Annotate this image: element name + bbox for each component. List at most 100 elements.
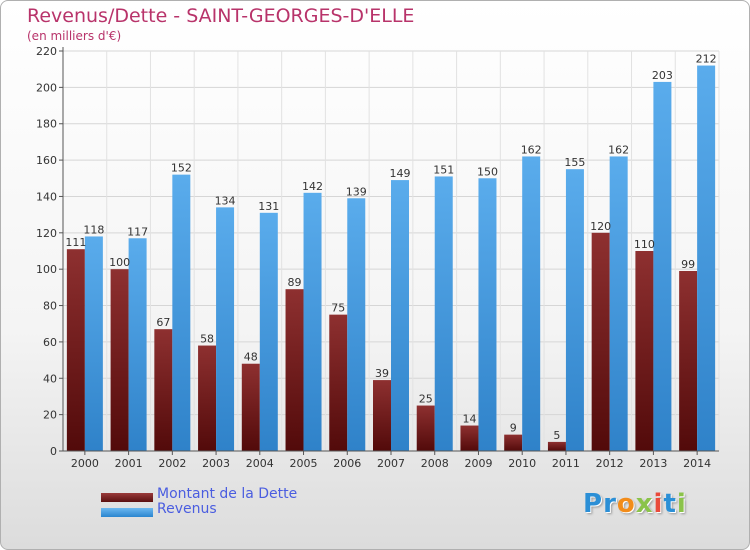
bar-revenus (84, 236, 103, 451)
bars (66, 65, 716, 452)
bar-dette (154, 329, 173, 451)
data-label-revenus: 117 (127, 225, 148, 238)
logo-letter: i (653, 489, 664, 519)
data-label-dette: 9 (510, 422, 517, 435)
x-tick-label: 2005 (290, 457, 318, 470)
data-label-dette: 120 (590, 220, 611, 233)
x-tick-label: 2009 (464, 457, 492, 470)
x-tick-label: 2008 (421, 457, 449, 470)
chart-title: Revenus/Dette - SAINT-GEORGES-D'ELLE (27, 5, 415, 27)
bar-dette (66, 249, 85, 451)
x-tick-label: 2012 (596, 457, 624, 470)
data-label-revenus: 150 (477, 165, 498, 178)
x-tick-label: 2002 (158, 457, 186, 470)
y-tick-label: 0 (50, 445, 57, 458)
bar-dette (635, 251, 654, 451)
bar-revenus (565, 169, 584, 451)
data-label-dette: 58 (200, 333, 214, 346)
axes: 0 20 40 60 80 100 120 140 160 180 200 220 2000 2001 20… (36, 45, 719, 470)
bar-dette (460, 425, 479, 451)
bar-dette (547, 441, 566, 451)
proxiti-logo: Proxiti (583, 489, 687, 519)
bar-revenus (653, 81, 672, 451)
data-label-revenus: 142 (302, 180, 323, 193)
bar-dette (373, 380, 391, 451)
logo-letter: x (635, 489, 654, 519)
bar-revenus (128, 238, 147, 451)
data-label-revenus: 162 (608, 143, 629, 156)
bar-revenus (259, 212, 278, 451)
x-tick-label: 2007 (377, 457, 405, 470)
x-tick-label: 2013 (639, 457, 667, 470)
data-label-dette: 5 (553, 429, 560, 442)
data-label-dette: 75 (331, 302, 345, 315)
y-tick-label: 120 (36, 227, 57, 240)
y-tick-label: 100 (36, 263, 57, 276)
y-tick-label: 160 (36, 154, 57, 167)
bar-revenus (434, 176, 453, 452)
data-label-revenus: 149 (390, 167, 411, 180)
y-tick-label: 20 (43, 409, 57, 422)
bar-revenus (609, 156, 628, 452)
data-label-dette: 67 (156, 316, 170, 329)
x-tick-label: 2000 (71, 457, 99, 470)
bar-revenus (347, 198, 366, 451)
bar-revenus (522, 156, 541, 452)
y-tick-label: 200 (36, 81, 57, 94)
legend-swatch-dette (101, 493, 153, 502)
y-tick-label: 60 (43, 336, 57, 349)
legend-swatch-revenus (101, 508, 153, 517)
data-label-dette: 99 (681, 258, 695, 271)
data-label-dette: 89 (288, 276, 302, 289)
data-label-revenus: 134 (215, 194, 236, 207)
x-tick-label: 2001 (115, 457, 143, 470)
logo-letter: r (603, 489, 617, 519)
x-tick-label: 2014 (683, 457, 711, 470)
y-tick-label: 180 (36, 118, 57, 131)
bar-dette (416, 405, 435, 451)
x-tick-label: 2006 (333, 457, 361, 470)
bar-dette (198, 345, 217, 451)
data-label-dette: 25 (419, 393, 433, 406)
data-label-revenus: 131 (258, 200, 279, 213)
bar-revenus (303, 192, 322, 451)
bar-dette (679, 271, 698, 451)
data-label-revenus: 118 (83, 223, 104, 236)
y-tick-label: 140 (36, 190, 57, 203)
logo-letter: i (676, 489, 687, 519)
y-tick-label: 80 (43, 300, 57, 313)
bar-revenus (216, 207, 235, 451)
y-tick-label: 220 (36, 45, 57, 58)
data-label-revenus: 162 (521, 143, 542, 156)
x-tick-label: 2011 (552, 457, 580, 470)
data-label-revenus: 155 (564, 156, 585, 169)
bar-dette (285, 289, 304, 451)
logo-letter: P (583, 489, 604, 519)
x-tick-label: 2010 (508, 457, 536, 470)
data-label-revenus: 203 (652, 69, 673, 82)
bar-dette (591, 232, 610, 451)
bar-dette (241, 363, 260, 451)
data-label-revenus: 151 (433, 163, 454, 176)
bar-dette (329, 314, 348, 451)
bar-revenus (478, 178, 497, 452)
bar-revenus (391, 180, 409, 451)
data-label-dette: 111 (65, 236, 86, 249)
x-tick-label: 2003 (202, 457, 230, 470)
bar-revenus (172, 174, 191, 452)
y-tick-label: 40 (43, 372, 57, 385)
data-label-revenus: 139 (346, 185, 367, 198)
x-tick-label: 2004 (246, 457, 274, 470)
data-label-dette: 39 (375, 367, 389, 380)
bar-revenus (697, 65, 716, 451)
legend-label-dette: Montant de la Dette (157, 486, 298, 502)
data-label-dette: 48 (244, 351, 258, 364)
legend-label-revenus: Revenus (157, 501, 217, 517)
logo-letter: t (663, 489, 677, 519)
data-label-dette: 14 (462, 413, 476, 426)
bar-dette (110, 269, 129, 451)
data-label-dette: 110 (634, 238, 655, 251)
